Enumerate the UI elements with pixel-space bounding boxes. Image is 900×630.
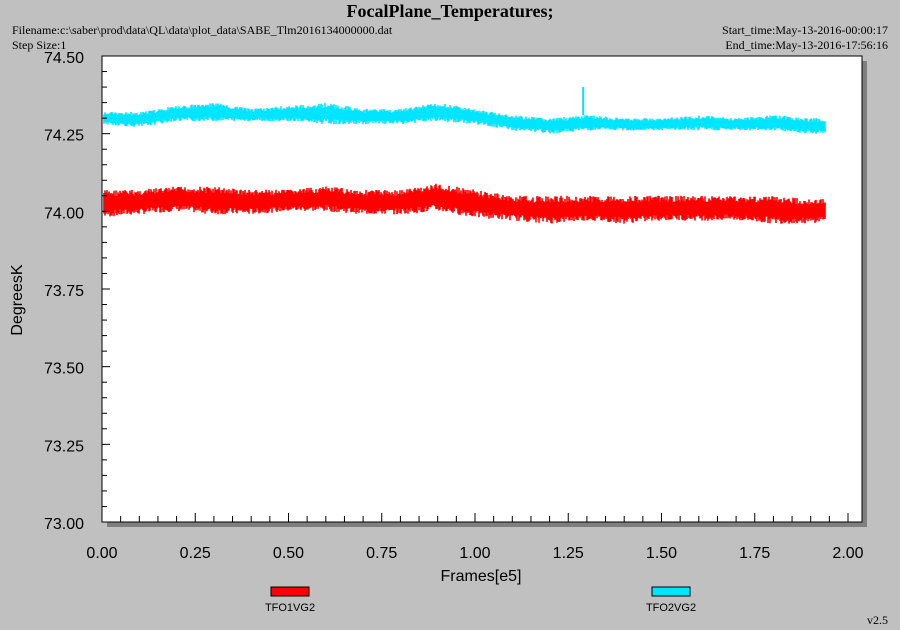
y-tick-label: 74.25 — [44, 128, 84, 145]
end-time-label: End_time:May-13-2016-17:56:16 — [725, 38, 888, 52]
x-tick-label: 1.75 — [739, 545, 770, 562]
y-tick-label: 73.25 — [44, 438, 84, 455]
y-tick-label: 73.00 — [44, 516, 84, 533]
x-tick-label: 0.50 — [273, 545, 304, 562]
y-tick-label: 73.75 — [44, 283, 84, 300]
chart-title: FocalPlane_Temperatures; — [346, 1, 554, 21]
x-tick-label: 0.25 — [180, 545, 211, 562]
x-tick-label: 2.00 — [832, 545, 863, 562]
version-label: v2.5 — [867, 613, 888, 627]
x-tick-label: 0.75 — [366, 545, 397, 562]
filename-label: Filename:c:\saber\prod\data\QL\data\plot… — [12, 23, 393, 37]
legend-label: TFO1VG2 — [265, 602, 315, 614]
legend-swatch — [651, 586, 691, 597]
series-band-tfo2vg2 — [103, 102, 826, 134]
series-band-tfo1vg2 — [103, 183, 826, 224]
x-tick-label: 1.50 — [646, 545, 677, 562]
legend-item-tfo2vg2: TFO2VG2 — [646, 586, 696, 614]
y-tick-label: 74.00 — [44, 205, 84, 222]
x-axis-title: Frames[e5] — [441, 568, 522, 585]
y-axis-title: DegreesK — [9, 264, 26, 335]
legend-item-tfo1vg2: TFO1VG2 — [265, 586, 315, 614]
step-size-label: Step Size:1 — [12, 38, 67, 52]
series-tfo2vg2 — [103, 87, 826, 134]
start-time-label: Start_time:May-13-2016-00:00:17 — [722, 23, 888, 37]
x-tick-label: 0.00 — [86, 545, 117, 562]
legend-label: TFO2VG2 — [646, 602, 696, 614]
plot-area — [101, 55, 863, 523]
x-tick-label: 1.25 — [553, 545, 584, 562]
legend-swatch — [270, 586, 310, 597]
x-tick-label: 1.00 — [459, 545, 490, 562]
series-tfo1vg2 — [103, 183, 826, 224]
y-tick-label: 73.50 — [44, 361, 84, 378]
y-tick-label: 74.50 — [44, 50, 84, 67]
